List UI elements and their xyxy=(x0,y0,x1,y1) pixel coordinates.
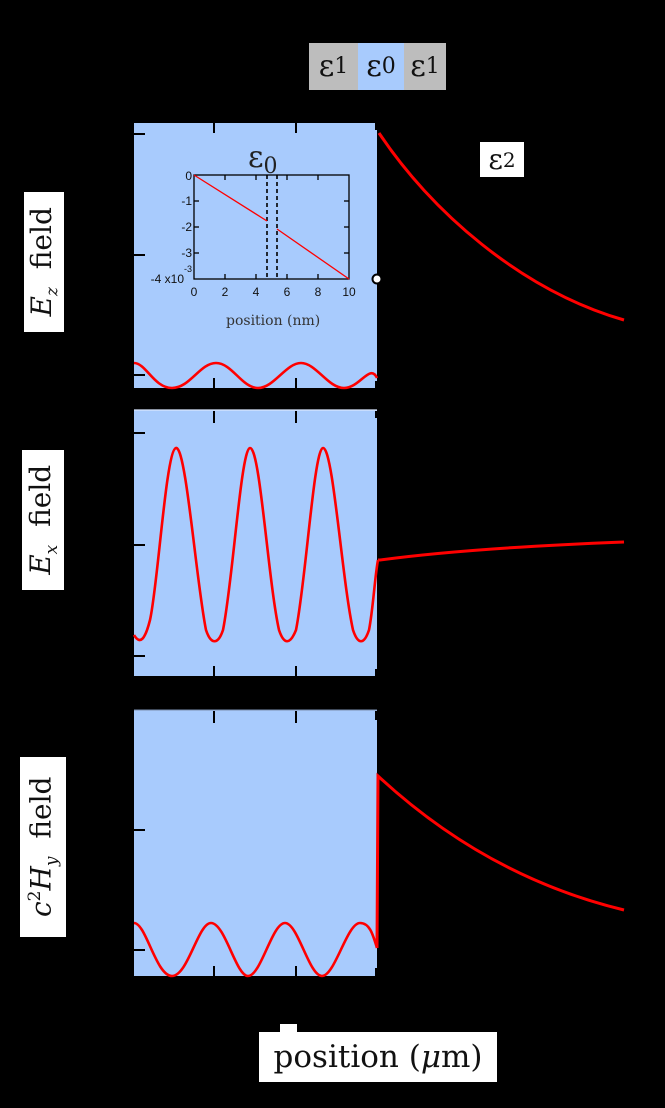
panel-hy-bg xyxy=(134,710,377,976)
x-axis-label-notch xyxy=(280,1024,297,1034)
ylabel-ex: Ex field xyxy=(22,450,64,590)
ylabel-ez: Ez field xyxy=(24,192,64,332)
ex-inside-curve xyxy=(132,446,380,643)
ez-inside-curve xyxy=(133,361,379,390)
ez-outside-curve xyxy=(377,132,625,322)
ylabel-hy: c2Hy field xyxy=(20,757,66,937)
hy-inside-curve xyxy=(133,921,379,978)
panel-ex-bg xyxy=(134,410,377,676)
panel-ez-bg xyxy=(134,123,377,388)
x-axis-label: position (μ m) xyxy=(259,1032,497,1082)
hy-outside-curve xyxy=(375,772,625,949)
ex-outside-curve xyxy=(378,540,625,562)
inset-title: ε0 xyxy=(248,140,278,179)
interface-marker xyxy=(371,273,383,285)
inset-plot xyxy=(193,174,350,280)
panel-hy-ticks xyxy=(134,711,377,976)
inset-xlabel: position (nm) xyxy=(226,313,321,329)
panel-ex-ticks xyxy=(134,411,377,676)
panel-ez-ticks xyxy=(134,123,377,388)
